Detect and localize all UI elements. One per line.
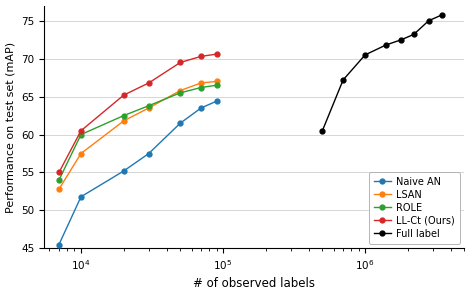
LSAN [146, 106, 152, 110]
ROLE [121, 114, 126, 117]
ROLE [198, 86, 204, 89]
Line: ROLE: ROLE [56, 83, 219, 183]
LL-Ct (Ours) [214, 52, 219, 56]
Naive AN [121, 169, 126, 173]
Line: Full label: Full label [320, 12, 445, 133]
LSAN [178, 89, 183, 92]
ROLE [78, 133, 84, 136]
Line: LL-Ct (Ours): LL-Ct (Ours) [56, 52, 219, 175]
LL-Ct (Ours) [146, 81, 152, 85]
LL-Ct (Ours) [178, 61, 183, 64]
Full label: (2.2e+06, 73.2): (2.2e+06, 73.2) [411, 33, 416, 36]
Full label: (3.5e+06, 75.8): (3.5e+06, 75.8) [439, 13, 445, 17]
Full label: (1e+06, 70.5): (1e+06, 70.5) [362, 53, 368, 57]
LL-Ct (Ours) [78, 129, 84, 133]
ROLE [146, 104, 152, 107]
Naive AN [146, 152, 152, 155]
LSAN [198, 81, 204, 85]
LSAN [78, 152, 84, 155]
Full label: (1.8e+06, 72.5): (1.8e+06, 72.5) [399, 38, 404, 41]
ROLE [178, 91, 183, 95]
X-axis label: # of observed labels: # of observed labels [193, 277, 315, 290]
Full label: (2.8e+06, 75): (2.8e+06, 75) [426, 19, 431, 22]
Y-axis label: Performance on test set (mAP): Performance on test set (mAP) [6, 41, 16, 213]
Full label: (1.4e+06, 71.8): (1.4e+06, 71.8) [383, 43, 389, 47]
ROLE [56, 178, 62, 182]
Full label: (5e+05, 60.5): (5e+05, 60.5) [320, 129, 325, 133]
Naive AN [56, 243, 62, 246]
Naive AN [198, 106, 204, 110]
LL-Ct (Ours) [121, 93, 126, 97]
LSAN [56, 187, 62, 191]
LSAN [214, 80, 219, 83]
LSAN [121, 119, 126, 123]
Naive AN [214, 99, 219, 103]
Full label: (7e+05, 67.2): (7e+05, 67.2) [340, 78, 346, 82]
Legend: Naive AN, LSAN, ROLE, LL-Ct (Ours), Full label: Naive AN, LSAN, ROLE, LL-Ct (Ours), Full… [369, 172, 460, 244]
LL-Ct (Ours) [56, 171, 62, 174]
Line: LSAN: LSAN [56, 79, 219, 192]
Naive AN [178, 121, 183, 125]
LL-Ct (Ours) [198, 55, 204, 58]
Naive AN [78, 195, 84, 199]
Line: Naive AN: Naive AN [56, 99, 219, 247]
ROLE [214, 83, 219, 87]
